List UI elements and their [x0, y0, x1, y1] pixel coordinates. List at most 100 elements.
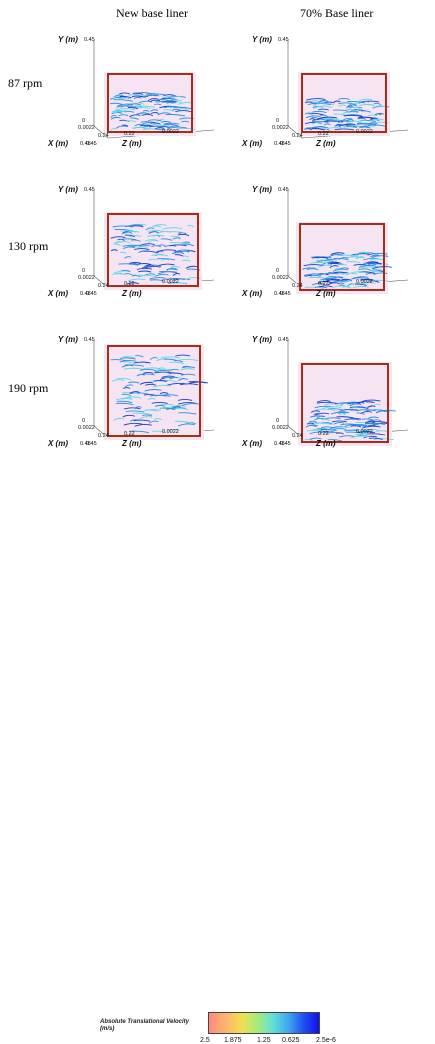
particle-streak	[358, 431, 376, 433]
particle-streak	[304, 438, 313, 442]
particle-streak	[124, 256, 132, 259]
particle-streak	[166, 106, 176, 109]
particle-streak	[358, 126, 371, 129]
particle-streak	[316, 102, 335, 106]
particle-panel-row1-col2: Y (m) 0.45 0 0.0022 0.24 X (m) 0.48 0.45 0.22 Z (…	[238, 30, 413, 150]
x-axis-label: X (m)	[48, 139, 68, 148]
particle-streak	[165, 407, 174, 410]
particle-streak	[366, 428, 380, 431]
particle-streak	[316, 408, 336, 411]
particle-streak	[373, 438, 394, 441]
particle-streak	[151, 245, 162, 248]
x-far-tick: 0.24	[98, 133, 109, 139]
particle-streak	[158, 125, 170, 128]
particle-streak	[124, 364, 144, 367]
particle-streak	[148, 258, 157, 261]
particle-streak	[327, 439, 342, 442]
particle-streak	[324, 403, 334, 406]
particle-streak	[113, 243, 121, 246]
particle-streak	[312, 256, 329, 259]
particle-streak	[311, 128, 325, 131]
particle-streak	[139, 416, 153, 420]
particle-streak	[370, 279, 390, 282]
particle-streak	[311, 120, 329, 123]
particle-streak	[124, 367, 143, 370]
particle-streak	[150, 122, 161, 125]
origin-tick: 0	[276, 418, 280, 424]
particle-streak	[350, 435, 370, 439]
particle-streak	[304, 274, 321, 278]
particle-streak	[336, 416, 354, 419]
particle-streak	[309, 420, 318, 423]
y-axis-label: Y (m)	[252, 335, 272, 344]
particle-streak	[341, 123, 356, 126]
particle-streak	[369, 269, 384, 272]
particle-streak	[317, 100, 329, 104]
particle-streak	[110, 115, 118, 118]
particle-streaks	[110, 223, 201, 285]
particle-streak	[126, 230, 140, 234]
particle-streak	[154, 404, 166, 407]
particle-streak	[142, 125, 161, 128]
origin-tick: 0	[82, 268, 86, 274]
particle-streak	[309, 422, 320, 425]
particle-streak	[134, 123, 145, 127]
particle-streak	[151, 254, 169, 257]
particle-streak	[114, 241, 131, 244]
particle-streak	[116, 400, 133, 404]
particle-streak	[303, 264, 324, 267]
particle-streak	[172, 273, 181, 277]
particle-streak	[156, 258, 176, 261]
particle-streak	[177, 399, 193, 401]
particle-streak	[174, 249, 192, 253]
x-mid-tick: 0.48	[80, 441, 91, 447]
particle-streak	[171, 265, 181, 269]
particle-streak	[142, 110, 150, 112]
particle-streak	[169, 244, 187, 247]
particle-streak	[367, 124, 386, 127]
particle-streak	[119, 360, 137, 363]
particle-streak	[167, 429, 180, 432]
particle-streak	[147, 98, 159, 102]
particle-streak	[314, 422, 333, 425]
particle-streak	[123, 422, 143, 426]
particle-streak	[356, 412, 365, 415]
particle-streak	[342, 125, 361, 128]
particle-streak	[162, 95, 181, 99]
x-axis-label: X (m)	[48, 439, 68, 448]
particle-streak	[149, 357, 158, 360]
particle-streak	[163, 122, 180, 125]
x-near-tick: 0.0022	[78, 275, 95, 281]
particle-streak	[130, 244, 150, 248]
particle-streak	[178, 378, 189, 381]
particle-streak	[110, 127, 118, 131]
particle-streak	[363, 435, 377, 439]
origin-tick: 0	[276, 268, 280, 274]
legend-title: Absolute Translational Velocity (m/s)	[100, 1019, 190, 1033]
particle-streak	[354, 425, 368, 428]
particle-streak	[346, 431, 364, 435]
particle-streak	[130, 392, 149, 395]
particle-streak	[362, 281, 376, 285]
particle-streak	[321, 426, 334, 429]
x-near-tick: 0.0022	[78, 425, 95, 431]
particle-streak	[178, 108, 188, 111]
particle-streak	[129, 263, 139, 266]
particle-streak	[158, 98, 169, 102]
row-label-130-rpm: 130 rpm	[8, 239, 49, 253]
particle-streak	[312, 105, 323, 108]
particle-streak	[150, 112, 159, 115]
particle-streak	[166, 101, 177, 104]
particle-streak	[149, 394, 167, 397]
particle-streak	[350, 102, 361, 106]
particle-streak	[148, 230, 164, 232]
particle-streak	[162, 227, 183, 230]
particle-streak	[154, 127, 165, 130]
particle-streaks	[110, 354, 209, 434]
particle-streak	[354, 108, 361, 112]
particle-streak	[157, 128, 166, 131]
particle-streak	[332, 426, 350, 430]
x-axis-label: X (m)	[242, 139, 262, 148]
particle-streak	[361, 418, 374, 421]
particle-streak	[339, 413, 346, 416]
